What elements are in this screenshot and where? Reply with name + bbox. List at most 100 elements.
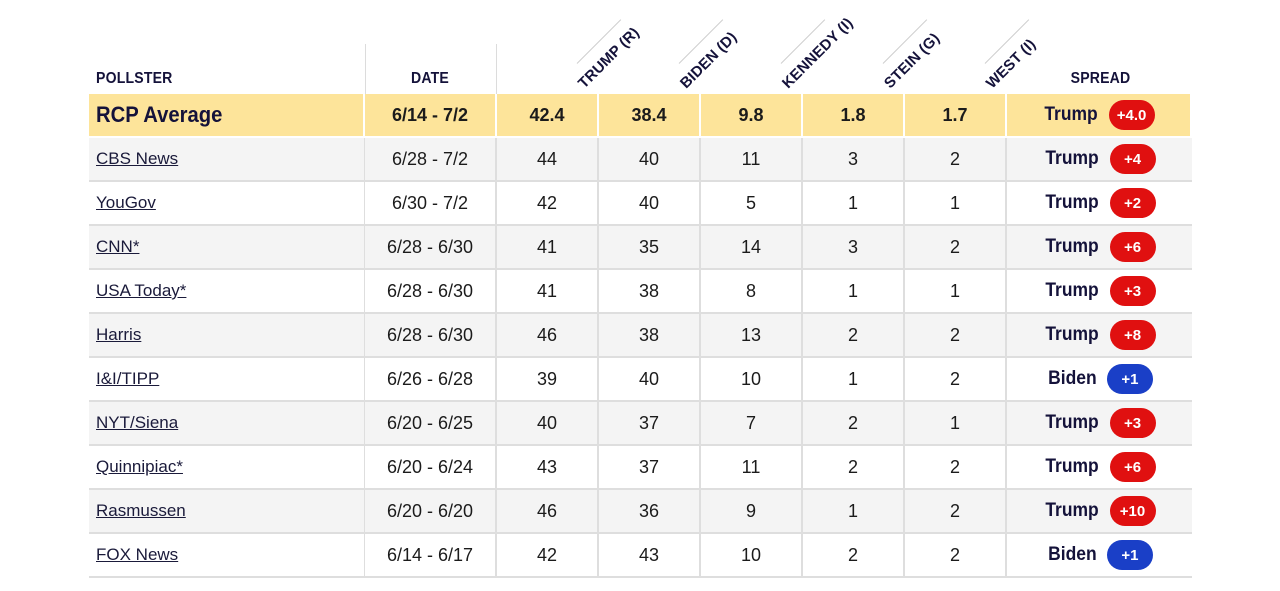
value-cell-1: 38 [599,314,701,356]
value-cell-0: 41 [497,226,599,268]
date-cell: 6/20 - 6/24 [365,446,497,488]
value-cell-0: 43 [497,446,599,488]
header-candidate-4: WEST (I) [905,19,1039,94]
date-cell: 6/20 - 6/20 [365,490,497,532]
value-cell-2: 8 [701,270,803,312]
value-cell-2: 5 [701,182,803,224]
value-cell-4: 2 [905,358,1007,400]
pollster-cell: CNN* [89,226,365,268]
value-cell-1: 36 [599,490,701,532]
table-row: CBS News 6/28 - 7/2 44 40 11 3 2 Trump +4 [89,138,1192,182]
value-cell-1: 40 [599,358,701,400]
pollster-link[interactable]: I&I/TIPP [96,369,160,388]
spread-badge: +6 [1109,452,1156,482]
pollster-cell: Rasmussen [89,490,365,532]
spread-badge: +10 [1109,496,1156,526]
header-spread[interactable]: SPREAD [1070,70,1131,87]
value-cell-2: 10 [701,534,803,576]
spread-cell: Trump +6 [1007,446,1192,488]
pollster-link[interactable]: NYT/Siena [96,413,179,432]
spread-cell: Trump +10 [1007,490,1192,532]
value-cell-0: 46 [497,314,599,356]
spread-badge: +6 [1109,232,1156,262]
spread-cell: Trump +3 [1007,270,1192,312]
value-cell-0: 41 [497,270,599,312]
spread-cell: Trump +8 [1007,314,1192,356]
spread-cell: Trump +2 [1007,182,1192,224]
value-cell-1: 37 [599,446,701,488]
value-cell-1: 37 [599,402,701,444]
value-cell-2: 14 [701,226,803,268]
value-cell-3: 3 [803,138,905,180]
average-title: RCP Average [96,102,223,127]
spread-badge: +4 [1109,144,1156,174]
value-cell-3: 1 [803,270,905,312]
spread-leader: Trump [1044,104,1099,125]
value-cell-3: 3 [803,226,905,268]
value-cell-3: 2 [803,446,905,488]
value-cell-4: 2 [905,490,1007,532]
header-date[interactable]: DATE [410,70,449,87]
spread-badge: +1 [1106,364,1153,394]
value-cell-1: 40 [599,182,701,224]
spread-badge: +1 [1106,540,1153,570]
value-cell-2: 11 [701,446,803,488]
pollster-cell: I&I/TIPP [89,358,365,400]
date-cell: 6/20 - 6/25 [365,402,497,444]
header-divider [365,44,366,94]
date-cell: 6/28 - 6/30 [365,314,497,356]
spread-badge: +3 [1109,408,1156,438]
value-cell-0: 42.4 [497,94,599,136]
pollster-link[interactable]: Rasmussen [96,501,186,520]
value-cell-3: 1 [803,182,905,224]
date-cell: 6/26 - 6/28 [365,358,497,400]
date-cell: 6/30 - 7/2 [365,182,497,224]
header-candidate-3: STEIN (G) [803,19,943,94]
table-row: I&I/TIPP 6/26 - 6/28 39 40 10 1 2 Biden +1 [89,358,1192,402]
header-pollster[interactable]: POLLSTER [96,70,173,87]
table-row: USA Today* 6/28 - 6/30 41 38 8 1 1 Trump +3 [89,270,1192,314]
pollster-cell: USA Today* [89,270,365,312]
value-cell-1: 43 [599,534,701,576]
date-cell: 6/28 - 6/30 [365,226,497,268]
table-row: YouGov 6/30 - 7/2 42 40 5 1 1 Trump +2 [89,182,1192,226]
polls-table: POLLSTER DATE SPREAD TRUMP (R) BIDEN (D) K… [89,15,1192,578]
value-cell-3: 1 [803,490,905,532]
value-cell-4: 1.7 [905,94,1007,136]
pollster-cell: RCP Average [89,94,365,136]
value-cell-1: 35 [599,226,701,268]
spread-cell: Biden +1 [1007,534,1192,576]
header-divider [496,44,497,94]
pollster-cell: NYT/Siena [89,402,365,444]
pollster-link[interactable]: Quinnipiac* [96,457,183,476]
header-candidate-1: BIDEN (D) [599,19,740,94]
value-cell-3: 2 [803,314,905,356]
value-cell-2: 9 [701,490,803,532]
pollster-cell: Harris [89,314,365,356]
value-cell-1: 40 [599,138,701,180]
value-cell-0: 46 [497,490,599,532]
pollster-cell: YouGov [89,182,365,224]
value-cell-0: 39 [497,358,599,400]
value-cell-2: 9.8 [701,94,803,136]
average-row: RCP Average 6/14 - 7/2 42.4 38.4 9.8 1.8 1.7 Tr… [89,94,1192,138]
value-cell-3: 1.8 [803,94,905,136]
value-cell-2: 7 [701,402,803,444]
value-cell-4: 2 [905,446,1007,488]
value-cell-2: 13 [701,314,803,356]
date-cell: 6/14 - 6/17 [365,534,497,576]
pollster-link[interactable]: CNN* [96,237,140,256]
spread-cell: Trump +4 [1007,138,1192,180]
header-candidate-0: TRUMP (R) [497,19,643,94]
pollster-link[interactable]: Harris [96,325,142,344]
pollster-link[interactable]: USA Today* [96,281,187,300]
date-cell: 6/14 - 7/2 [365,94,497,136]
spread-cell: Trump +4.0 [1007,94,1192,136]
pollster-link[interactable]: CBS News [96,149,179,168]
pollster-link[interactable]: FOX News [96,545,179,564]
value-cell-4: 2 [905,314,1007,356]
date-cell: 6/28 - 7/2 [365,138,497,180]
value-cell-3: 2 [803,402,905,444]
header-candidate-2: KENNEDY (I) [701,15,856,94]
pollster-link[interactable]: YouGov [96,193,156,212]
